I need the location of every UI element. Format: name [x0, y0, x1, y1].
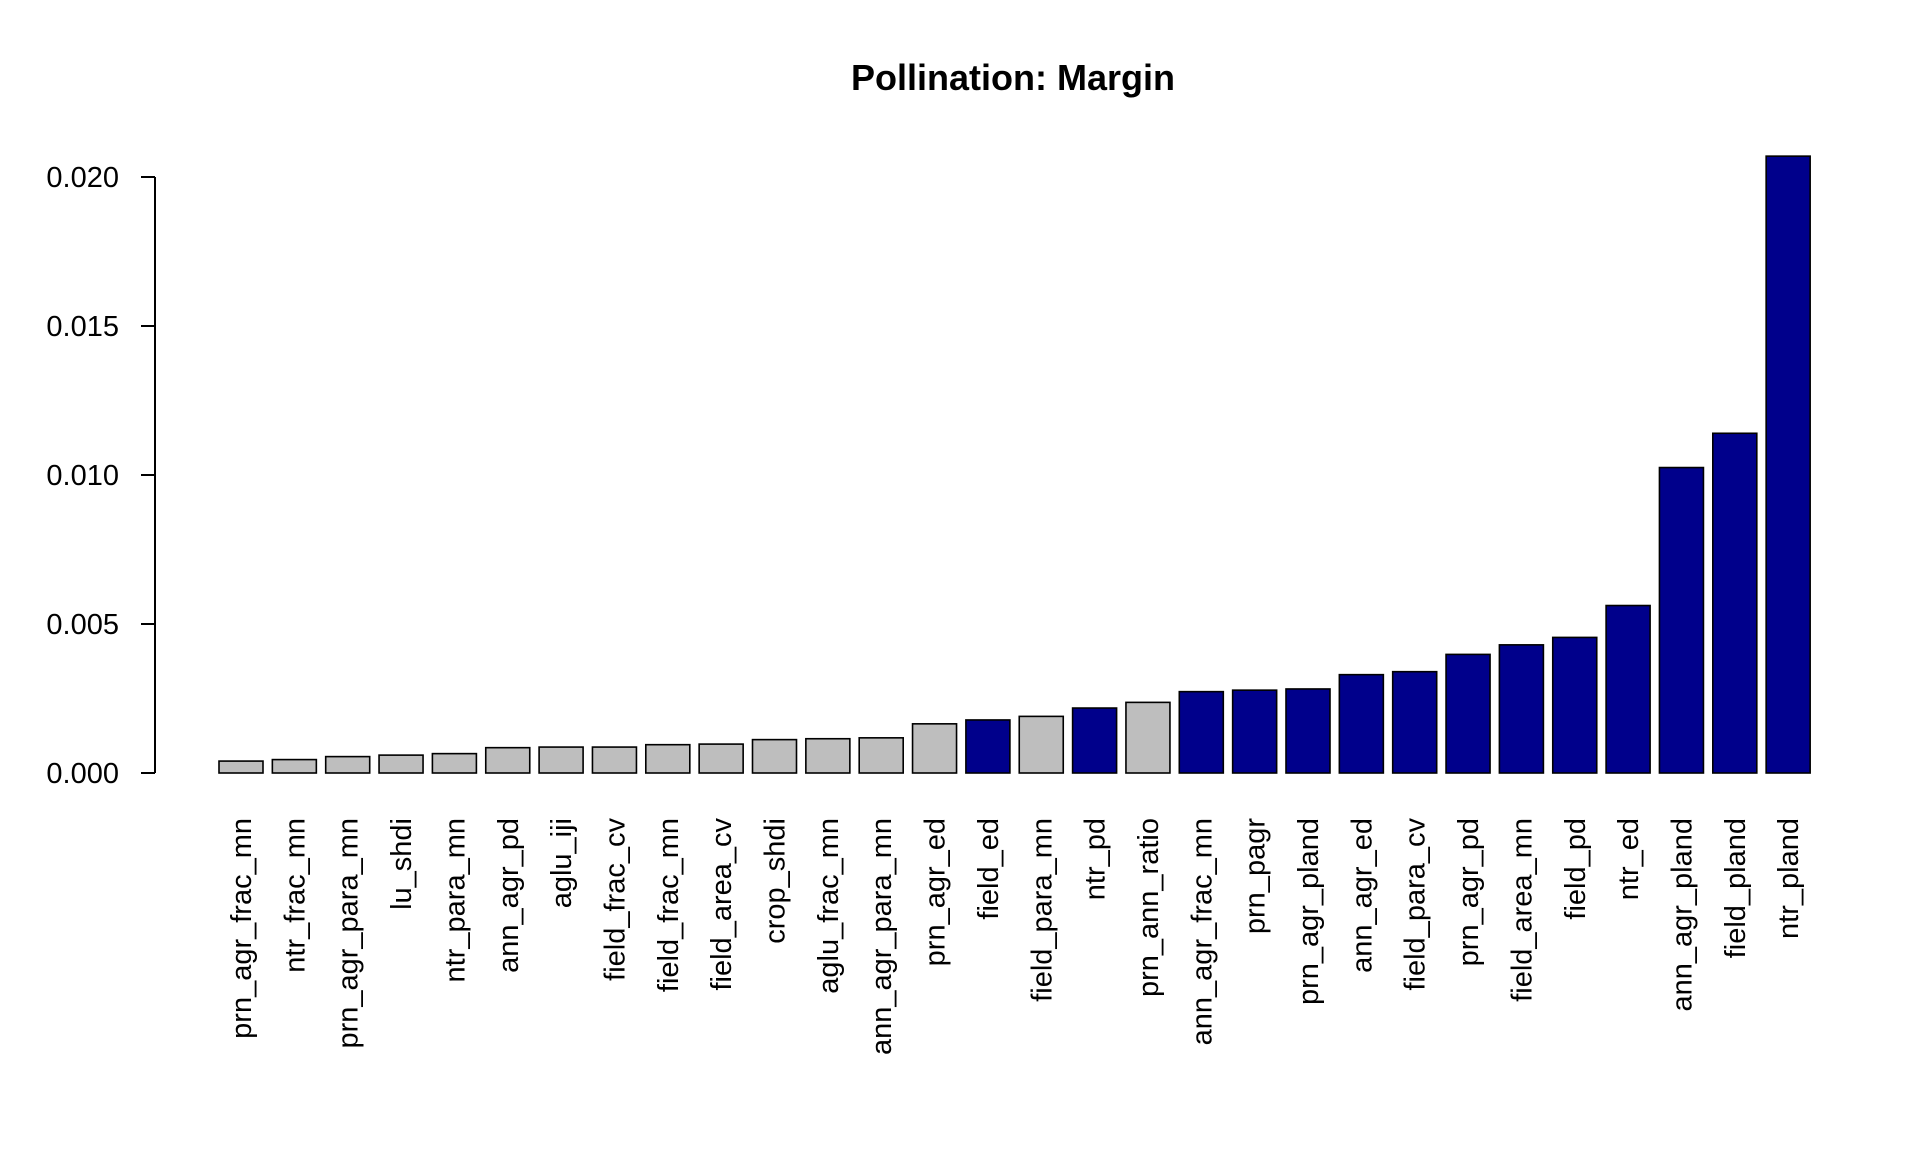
- x-tick-label: field_pd: [1560, 818, 1592, 920]
- x-tick-label: field_ed: [973, 818, 1005, 920]
- bar-prn_agr_pd: [1445, 653, 1491, 774]
- y-tick-label: 0.015: [46, 311, 119, 343]
- bar-prn_ann_ratio: [1125, 701, 1171, 774]
- bar-prn_agr_pland: [1285, 688, 1331, 774]
- bar-prn_agr_para_mn: [324, 755, 371, 774]
- bar-field_frac_mn: [644, 743, 691, 774]
- chart-title: Pollination: Margin: [851, 57, 1175, 98]
- x-tick-label: prn_ann_ratio: [1133, 818, 1165, 997]
- x-tick-label: field_para_mn: [1026, 818, 1058, 1002]
- x-tick-label: prn_pagr: [1240, 818, 1272, 934]
- y-tick-label: 0.010: [46, 460, 119, 492]
- bar-crop_shdi: [751, 738, 798, 774]
- x-tick-label: prn_agr_ed: [920, 818, 952, 966]
- bar-prn_agr_frac_mn: [218, 760, 264, 774]
- bar-aglu_iji: [538, 746, 584, 774]
- bar-ntr_frac_mn: [271, 758, 318, 774]
- bar-field_pd: [1551, 636, 1598, 774]
- bar-ntr_pd: [1071, 707, 1118, 774]
- x-tick-label: field_frac_mn: [653, 818, 685, 992]
- x-tick-label: ann_agr_pd: [493, 818, 525, 973]
- x-tick-label: ntr_pd: [1080, 818, 1112, 900]
- x-tick-label: field_area_cv: [706, 818, 738, 991]
- bar-field_pland: [1712, 432, 1758, 774]
- x-tick-label: prn_agr_pland: [1293, 818, 1325, 1005]
- bar-prn_pagr: [1231, 689, 1278, 774]
- x-tick-label: field_pland: [1720, 818, 1752, 958]
- x-tick-label: ntr_pland: [1773, 818, 1805, 939]
- y-axis: 0.000 0.005 0.010 0.015 0.020: [46, 162, 156, 790]
- bar-prn_agr_ed: [911, 723, 958, 774]
- bar-field_frac_cv: [591, 746, 638, 774]
- bar-aglu_frac_mn: [805, 737, 851, 774]
- bar-ntr_pland: [1765, 155, 1811, 774]
- bar-ann_agr_pland: [1658, 466, 1705, 774]
- x-tick-label: ann_agr_pland: [1666, 818, 1698, 1012]
- x-tick-label: crop_shdi: [760, 818, 792, 944]
- x-tick-label: field_frac_cv: [599, 818, 631, 981]
- x-tick-label: lu_shdi: [386, 818, 418, 910]
- x-tick-label: prn_agr_para_mn: [333, 818, 365, 1049]
- x-tick-label: aglu_iji: [546, 818, 578, 908]
- x-tick-label: aglu_frac_mn: [813, 818, 845, 994]
- bar-lu_shdi: [378, 754, 424, 774]
- x-tick-label: prn_agr_pd: [1453, 818, 1485, 966]
- bar-field_ed: [965, 719, 1011, 774]
- bar-ann_agr_para_mn: [858, 737, 905, 774]
- x-tick-label: field_para_cv: [1400, 818, 1432, 991]
- x-tick-label: prn_agr_frac_mn: [226, 818, 258, 1039]
- y-tick-label: 0.000: [46, 758, 119, 790]
- x-tick-label: ann_agr_frac_mn: [1186, 818, 1218, 1045]
- x-tick-label: ann_agr_ed: [1346, 818, 1378, 973]
- bar-field_area_cv: [698, 743, 744, 774]
- x-tick-label: ntr_para_mn: [439, 818, 471, 982]
- bar-ann_agr_frac_mn: [1178, 690, 1225, 774]
- x-tick-label: field_area_mn: [1506, 818, 1538, 1002]
- bar-field_para_cv: [1391, 670, 1438, 774]
- x-tick-label: ntr_frac_mn: [279, 818, 311, 973]
- bar-field_para_mn: [1018, 715, 1065, 774]
- bar-ann_agr_ed: [1338, 673, 1385, 774]
- x-tick-label: ann_agr_para_mn: [866, 818, 898, 1055]
- y-tick-label: 0.005: [46, 609, 119, 641]
- bar-field_area_mn: [1498, 644, 1545, 774]
- x-tick-labels: prn_agr_frac_mn ntr_frac_mn prn_agr_para_m…: [226, 818, 1805, 1056]
- bar-ntr_ed: [1605, 604, 1651, 774]
- bars-group: [218, 155, 1811, 774]
- x-tick-label: ntr_ed: [1613, 818, 1645, 900]
- y-tick-label: 0.020: [46, 162, 119, 194]
- bar-ntr_para_mn: [431, 752, 478, 774]
- bar-ann_agr_pd: [484, 746, 531, 774]
